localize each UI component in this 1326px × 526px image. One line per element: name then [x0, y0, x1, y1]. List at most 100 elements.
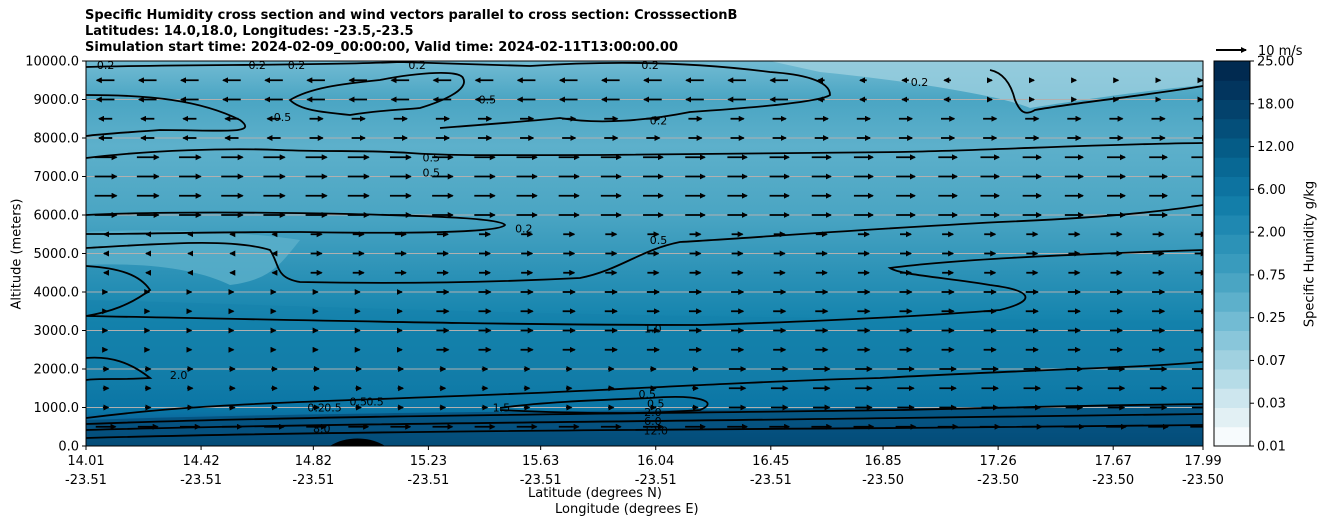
x-tick-label-lon: -23.51 [520, 473, 562, 488]
colorbar-segment [1214, 176, 1250, 197]
colorbar-segment [1214, 369, 1250, 389]
contour-label: 0.2 [650, 115, 668, 128]
colorbar-segment [1214, 195, 1250, 216]
contour-label: 0.5 [366, 396, 384, 409]
contour-2.0 [86, 356, 153, 381]
y-tick-label: 5000.0 [34, 247, 80, 262]
y-tick-label: 2000.0 [34, 363, 80, 378]
x-axis-label-longitude: Longitude (degrees E) [555, 502, 699, 517]
dry-region-mid-left [86, 230, 300, 285]
y-tick-label: 9000.0 [34, 93, 80, 108]
x-axis-label-latitude: Latitude (degrees N) [528, 486, 662, 501]
title-line-3: Simulation start time: 2024-02-09_00:00:… [85, 40, 678, 55]
y-tick-label: 8000.0 [34, 132, 80, 147]
y-tick-label: 1000.0 [34, 401, 80, 416]
colorbar-segment [1214, 311, 1250, 331]
contour-label: 0.5 [349, 396, 367, 409]
contour-label: 0.2 [911, 76, 929, 89]
x-tick-label-lon: -23.51 [292, 473, 334, 488]
y-tick-label: 6000.0 [34, 209, 80, 224]
x-tick-label-lon: -23.51 [750, 473, 792, 488]
contour-label: 1.5 [493, 402, 511, 415]
x-tick-label-lat: 15.63 [522, 454, 559, 469]
colorbar-segment [1214, 349, 1250, 370]
moist-region-mid [86, 300, 1203, 390]
contour-label: 0.5 [324, 402, 342, 415]
y-tick-label: 10000.0 [25, 55, 79, 70]
contour-label: 2.0 [644, 406, 662, 419]
colorbar-frame [1213, 60, 1251, 447]
contour-label: 0.2 [288, 59, 306, 72]
contour-label: 0.5 [274, 111, 292, 124]
contour-label: 0.2 [641, 59, 659, 72]
colorbar [1214, 61, 1250, 447]
colorbar-tick-label: 18.00 [1257, 97, 1294, 112]
title-line-2: Latitudes: 14.0,18.0, Longitudes: -23.5,… [85, 24, 414, 39]
x-tick-label-lon: -23.50 [1092, 473, 1134, 488]
colorbar-segment [1214, 292, 1250, 312]
colorbar-tick-label: 12.00 [1257, 140, 1294, 155]
colorbar-segment [1214, 426, 1250, 447]
title-line-1: Specific Humidity cross section and wind… [85, 8, 738, 23]
x-tick-label-lon: -23.50 [977, 473, 1019, 488]
contour-label: 0.5 [422, 151, 440, 164]
x-tick-label-lat: 17.67 [1095, 454, 1132, 469]
x-tick-label-lon: -23.51 [180, 473, 222, 488]
contour-0.5-upper [288, 72, 465, 116]
contour-0.5-lower [86, 204, 1203, 284]
colorbar-segment [1214, 138, 1250, 158]
contour-0.5-left-upper [86, 94, 247, 137]
x-tick-label-lat: 16.85 [864, 454, 901, 469]
vector-reference-label: 10 m/s [1258, 44, 1303, 59]
wind-vectors [94, 77, 1203, 430]
contour-label: 2.0 [170, 369, 188, 382]
colorbar-segment [1214, 118, 1250, 139]
colorbar-segment [1214, 61, 1250, 81]
terrain-bump [330, 438, 385, 446]
dry-region-upper-right [770, 61, 1203, 108]
y-tick-label: 7000.0 [34, 170, 80, 185]
colorbar-tick-label: 0.03 [1257, 397, 1286, 412]
x-tick-label-lat: 14.42 [182, 454, 219, 469]
colorbar-tick-label: 0.01 [1257, 440, 1286, 455]
colorbar-tick-label: 0.75 [1257, 268, 1286, 283]
contour-1.0 [86, 249, 1203, 326]
colorbar-segment [1214, 99, 1250, 120]
colorbar-segment [1214, 215, 1250, 235]
x-tick-label-lat: 14.01 [67, 454, 104, 469]
colorbar-tick-label: 6.00 [1257, 183, 1286, 198]
contour-0.2-mid [86, 211, 507, 235]
x-tick-label-lat: 14.82 [295, 454, 332, 469]
x-tick-label-lon: -23.50 [862, 473, 904, 488]
contour-0.5-mid [86, 142, 1203, 159]
contour-label: 1.0 [644, 323, 662, 336]
x-tick-label-lat: 15.23 [410, 454, 447, 469]
contour-label: 0.2 [408, 59, 426, 72]
colorbar-segment [1214, 157, 1250, 177]
colorbar-segment [1214, 407, 1250, 428]
colorbar-segment [1214, 253, 1250, 274]
contour-label: 0.5 [650, 234, 668, 247]
x-tick-label-lat: 16.45 [752, 454, 789, 469]
y-tick-label: 0.0 [58, 440, 79, 455]
y-tick-label: 4000.0 [34, 286, 80, 301]
y-tick-label: 3000.0 [34, 324, 80, 339]
x-tick-label-lat: 17.26 [980, 454, 1017, 469]
colorbar-segment [1214, 80, 1250, 100]
contour-label: 8.0 [313, 423, 331, 436]
surface-moist-layer [86, 405, 1203, 446]
colorbar-ticks: 0.01 0.03 0.07 0.25 0.75 2.00 6.00 12.00 18.00 25… [1250, 55, 1294, 455]
contour-2.0-low [86, 403, 1203, 425]
y-axis-ticks: 0.0 1000.0 2000.0 3000.0 4000.0 5000.0 6000.0 7… [25, 55, 86, 455]
colorbar-segment [1214, 388, 1250, 408]
colorbar-tick-label: 0.07 [1257, 354, 1286, 369]
x-axis-ticks: 14.01 -23.51 14.42 -23.51 14.82 -23.51 15.23 -2… [65, 446, 1224, 488]
colorbar-tick-label: 25.00 [1257, 55, 1294, 70]
contour-label: 0.2 [97, 59, 115, 72]
colorbar-segment [1214, 330, 1250, 351]
contour-12.0 [86, 424, 1203, 439]
colorbar-tick-label: 2.00 [1257, 226, 1286, 241]
contour-0.2-right-upper [989, 69, 1203, 114]
contour-label: 0.5 [639, 388, 657, 401]
